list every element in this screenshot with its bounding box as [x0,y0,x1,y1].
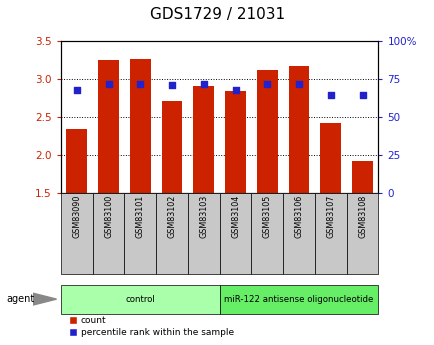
Point [200,81,207,87]
Text: GSM83100: GSM83100 [104,195,113,238]
Text: GSM83102: GSM83102 [167,195,176,238]
Bar [124,193,156,274]
Point [137,81,144,87]
Point [168,83,175,88]
Bar [61,193,92,274]
Bar [187,193,219,274]
Point [232,87,239,93]
Bar [161,101,182,193]
Bar [193,86,214,193]
Bar [92,193,124,274]
Point [358,92,365,97]
Bar [66,129,87,193]
Bar [346,193,378,274]
Bar [320,124,340,193]
Legend: count, percentile rank within the sample: count, percentile rank within the sample [65,313,237,341]
Text: GSM83106: GSM83106 [294,195,303,238]
Bar [283,193,314,274]
Point [295,81,302,87]
Text: GDS1729 / 21031: GDS1729 / 21031 [150,8,284,22]
Bar [251,193,283,274]
Polygon shape [33,293,56,305]
Bar [225,91,245,193]
Text: GSM83103: GSM83103 [199,195,208,238]
Bar [256,70,277,193]
Bar [314,193,346,274]
Bar [219,285,378,314]
Text: GSM83107: GSM83107 [326,195,335,238]
Point [73,87,80,93]
Text: miR-122 antisense oligonucleotide: miR-122 antisense oligonucleotide [224,295,373,304]
Bar [352,161,372,193]
Text: GSM83090: GSM83090 [72,195,81,238]
Text: GSM83101: GSM83101 [135,195,145,238]
Point [105,81,112,87]
Text: control: control [125,295,155,304]
Bar [98,60,118,193]
Point [327,92,334,97]
Bar [219,193,251,274]
Text: GSM83104: GSM83104 [230,195,240,238]
Text: GSM83108: GSM83108 [357,195,366,238]
Bar [156,193,187,274]
Bar [61,285,219,314]
Text: agent: agent [7,295,35,304]
Bar [130,59,150,193]
Text: GSM83105: GSM83105 [262,195,271,238]
Bar [288,67,309,193]
Point [263,81,270,87]
